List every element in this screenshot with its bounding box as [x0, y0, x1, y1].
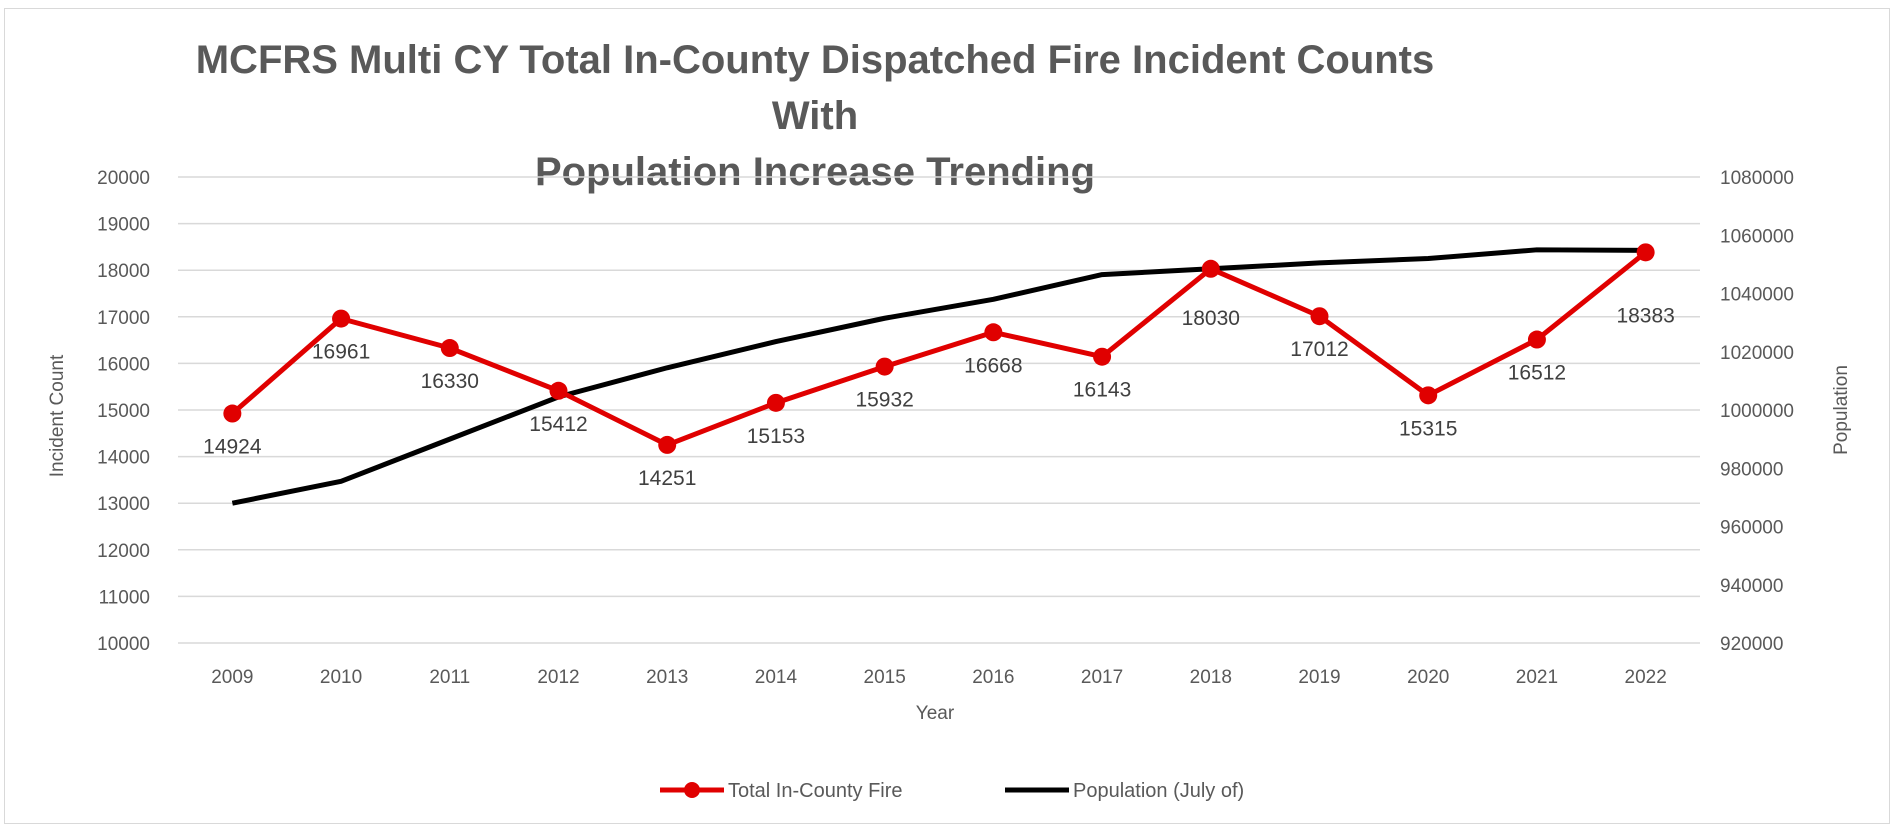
fire-data-point [440, 339, 459, 358]
x-tick-label: 2015 [864, 667, 906, 688]
y2-tick-label: 920000 [1720, 634, 1783, 655]
fire-data-label: 16512 [1508, 362, 1566, 385]
legend-marker-fire [684, 782, 700, 798]
chart-title: MCFRS Multi CY Total In-County Dispatche… [150, 32, 1480, 200]
chart-title-line-2: Population Increase Trending [534, 150, 1096, 194]
fire-data-label: 16961 [312, 341, 370, 364]
y-tick-label: 20000 [97, 168, 150, 189]
y2-tick-label: 1080000 [1720, 168, 1794, 189]
series-markers [223, 243, 1655, 454]
y-tick-label: 17000 [97, 308, 150, 329]
fire-data-label: 14251 [638, 467, 696, 490]
y-tick-label: 19000 [97, 215, 150, 236]
legend: Total In-County Fire Population (July of… [660, 780, 1244, 802]
fire-data-label: 14924 [203, 436, 262, 459]
x-tick-label: 2013 [646, 667, 688, 688]
data-labels: 14924 16961 16330 15412 14251 15153 15932 16668… [203, 304, 1675, 490]
gridlines [178, 176, 1700, 644]
fire-data-point [1636, 243, 1655, 262]
series-line-population [231, 247, 1646, 506]
y2-tick-label: 980000 [1720, 459, 1783, 480]
x-tick-label: 2011 [429, 667, 470, 688]
legend-label-fire: Total In-County Fire [728, 780, 903, 802]
fire-data-point [1093, 347, 1112, 366]
y2-tick-label: 1020000 [1720, 343, 1794, 364]
fire-data-label: 15315 [1399, 417, 1457, 440]
y-tick-label: 15000 [97, 401, 150, 422]
y2-axis-title: Population [1831, 365, 1852, 455]
fire-data-point [332, 309, 351, 328]
fire-data-point [223, 404, 242, 423]
x-tick-label: 2019 [1298, 667, 1340, 688]
y-tick-label: 10000 [97, 634, 150, 655]
fire-data-label: 17012 [1290, 338, 1348, 361]
fire-data-point [658, 435, 677, 454]
x-tick-label: 2012 [537, 667, 579, 688]
fire-data-point [1419, 386, 1438, 405]
fire-data-point [1201, 259, 1220, 278]
x-tick-label: 2022 [1625, 667, 1667, 688]
x-tick-label: 2010 [320, 667, 362, 688]
fire-data-point [984, 323, 1003, 342]
x-axis-title: Year [916, 703, 955, 724]
y-tick-label: 13000 [97, 494, 150, 515]
series-lines [230, 247, 1648, 506]
y2-tick-label: 960000 [1720, 518, 1783, 539]
fire-data-point [1310, 307, 1329, 326]
x-tick-label: 2014 [755, 667, 798, 688]
y2-tick-label: 1040000 [1720, 285, 1794, 306]
y-tick-label: 11000 [99, 587, 150, 608]
y-axis-ticks: 10000 11000 12000 13000 14000 15000 16000 17000… [97, 168, 150, 655]
chart-frame [4, 8, 1890, 824]
fire-data-label: 16668 [964, 354, 1022, 377]
y-tick-label: 12000 [97, 541, 150, 562]
fire-data-label: 15932 [855, 389, 913, 412]
x-tick-label: 2020 [1407, 667, 1449, 688]
y2-tick-label: 1060000 [1720, 226, 1794, 247]
y-tick-label: 14000 [97, 448, 150, 469]
fire-data-point [875, 357, 894, 376]
fire-data-point [549, 381, 568, 400]
fire-data-label: 16330 [421, 370, 479, 393]
series-line-fire [230, 250, 1648, 448]
y2-tick-label: 940000 [1720, 576, 1783, 597]
y-tick-label: 16000 [97, 354, 150, 375]
chart-title-line-1: MCFRS Multi CY Total In-County Dispatche… [195, 38, 1435, 138]
fire-data-label: 16143 [1073, 379, 1131, 402]
fire-data-point [766, 393, 785, 412]
fire-data-label: 18383 [1616, 304, 1674, 327]
fire-data-label: 15412 [529, 413, 587, 436]
y-axis-title: Incident Count [47, 354, 68, 477]
x-tick-label: 2009 [211, 667, 253, 688]
y2-axis-ticks: 920000 940000 960000 980000 1000000 1020000 10… [1720, 168, 1794, 655]
x-axis-ticks: 2009 2010 2011 2012 2013 2014 2015 2016 2017 2018… [211, 667, 1667, 688]
x-tick-label: 2017 [1081, 667, 1123, 688]
fire-data-label: 18030 [1182, 307, 1240, 330]
legend-label-population: Population (July of) [1073, 780, 1244, 802]
x-tick-label: 2018 [1190, 667, 1232, 688]
y2-tick-label: 1000000 [1720, 401, 1794, 422]
x-tick-label: 2016 [972, 667, 1014, 688]
x-tick-label: 2021 [1516, 667, 1558, 688]
fire-data-point [1527, 330, 1546, 349]
fire-data-label: 15153 [747, 425, 805, 448]
y-tick-label: 18000 [97, 261, 150, 282]
